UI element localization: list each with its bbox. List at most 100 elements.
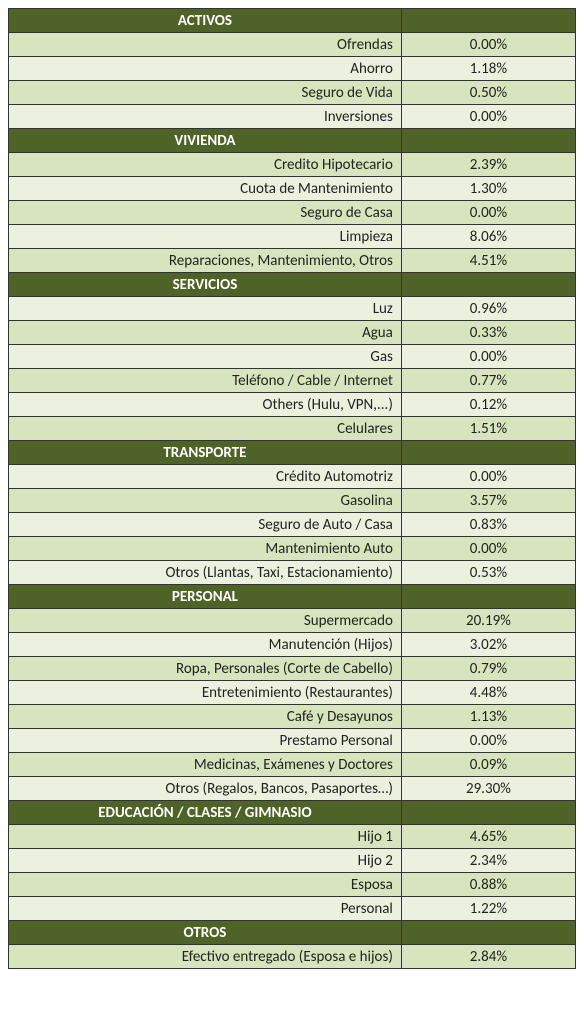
row-value: 1.30% <box>401 177 575 201</box>
table-row: Inversiones0.00% <box>9 105 576 129</box>
section-header: TRANSPORTE <box>9 441 576 465</box>
section-title: OTROS <box>9 921 402 945</box>
table-row: Prestamo Personal0.00% <box>9 729 576 753</box>
row-label: Efectivo entregado (Esposa e hijos) <box>9 945 402 969</box>
row-value: 0.00% <box>401 345 575 369</box>
row-value: 4.51% <box>401 249 575 273</box>
table-row: Entretenimiento (Restaurantes)4.48% <box>9 681 576 705</box>
row-value: 4.48% <box>401 681 575 705</box>
row-label: Ofrendas <box>9 33 402 57</box>
budget-table: ACTIVOSOfrendas0.00%Ahorro1.18%Seguro de… <box>8 8 576 969</box>
section-header-value <box>401 129 575 153</box>
table-row: Reparaciones, Mantenimiento, Otros4.51% <box>9 249 576 273</box>
table-row: Gasolina3.57% <box>9 489 576 513</box>
row-label: Esposa <box>9 873 402 897</box>
row-value: 0.00% <box>401 537 575 561</box>
table-row: Ropa, Personales (Corte de Cabello)0.79% <box>9 657 576 681</box>
row-label: Inversiones <box>9 105 402 129</box>
section-header-value <box>401 273 575 297</box>
row-label: Agua <box>9 321 402 345</box>
table-row: Teléfono / Cable / Internet0.77% <box>9 369 576 393</box>
section-title: PERSONAL <box>9 585 402 609</box>
row-label: Cuota de Mantenimiento <box>9 177 402 201</box>
row-label: Hijo 1 <box>9 825 402 849</box>
table-row: Esposa0.88% <box>9 873 576 897</box>
row-label: Supermercado <box>9 609 402 633</box>
row-value: 2.39% <box>401 153 575 177</box>
table-row: Credito Hipotecario2.39% <box>9 153 576 177</box>
row-value: 0.00% <box>401 465 575 489</box>
section-title: VIVIENDA <box>9 129 402 153</box>
table-row: Otros (Llantas, Taxi, Estacionamiento)0.… <box>9 561 576 585</box>
table-row: Ahorro1.18% <box>9 57 576 81</box>
row-label: Personal <box>9 897 402 921</box>
row-label: Ahorro <box>9 57 402 81</box>
table-row: Celulares1.51% <box>9 417 576 441</box>
row-value: 20.19% <box>401 609 575 633</box>
row-value: 2.84% <box>401 945 575 969</box>
row-label: Seguro de Casa <box>9 201 402 225</box>
table-row: Personal1.22% <box>9 897 576 921</box>
table-row: Cuota de Mantenimiento1.30% <box>9 177 576 201</box>
section-header-value <box>401 9 575 33</box>
row-value: 0.50% <box>401 81 575 105</box>
table-row: Gas0.00% <box>9 345 576 369</box>
row-value: 0.88% <box>401 873 575 897</box>
section-header: EDUCACIÓN / CLASES / GIMNASIO <box>9 801 576 825</box>
section-title: SERVICIOS <box>9 273 402 297</box>
section-header: SERVICIOS <box>9 273 576 297</box>
section-title: ACTIVOS <box>9 9 402 33</box>
section-title: TRANSPORTE <box>9 441 402 465</box>
section-header: OTROS <box>9 921 576 945</box>
section-header-value <box>401 441 575 465</box>
section-header-value <box>401 585 575 609</box>
row-label: Gas <box>9 345 402 369</box>
table-row: Seguro de Casa0.00% <box>9 201 576 225</box>
table-row: Otros (Regalos, Bancos, Pasaportes…)29.3… <box>9 777 576 801</box>
table-row: Limpieza8.06% <box>9 225 576 249</box>
table-row: Supermercado20.19% <box>9 609 576 633</box>
row-label: Entretenimiento (Restaurantes) <box>9 681 402 705</box>
row-value: 3.02% <box>401 633 575 657</box>
row-label: Medicinas, Exámenes y Doctores <box>9 753 402 777</box>
row-label: Seguro de Auto / Casa <box>9 513 402 537</box>
section-header-value <box>401 921 575 945</box>
table-row: Efectivo entregado (Esposa e hijos)2.84% <box>9 945 576 969</box>
row-value: 0.96% <box>401 297 575 321</box>
row-value: 29.30% <box>401 777 575 801</box>
table-row: Ofrendas0.00% <box>9 33 576 57</box>
table-row: Crédito Automotriz0.00% <box>9 465 576 489</box>
row-value: 0.79% <box>401 657 575 681</box>
row-label: Credito Hipotecario <box>9 153 402 177</box>
table-row: Mantenimiento Auto0.00% <box>9 537 576 561</box>
row-label: Seguro de Vida <box>9 81 402 105</box>
row-value: 4.65% <box>401 825 575 849</box>
row-label: Prestamo Personal <box>9 729 402 753</box>
table-row: Seguro de Auto / Casa0.83% <box>9 513 576 537</box>
row-label: Hijo 2 <box>9 849 402 873</box>
section-header: ACTIVOS <box>9 9 576 33</box>
row-value: 0.53% <box>401 561 575 585</box>
row-label: Reparaciones, Mantenimiento, Otros <box>9 249 402 273</box>
row-value: 3.57% <box>401 489 575 513</box>
section-header-value <box>401 801 575 825</box>
row-label: Crédito Automotriz <box>9 465 402 489</box>
row-value: 0.00% <box>401 729 575 753</box>
row-label: Otros (Regalos, Bancos, Pasaportes…) <box>9 777 402 801</box>
table-row: Agua0.33% <box>9 321 576 345</box>
row-label: Others (Hulu, VPN,...) <box>9 393 402 417</box>
row-label: Limpieza <box>9 225 402 249</box>
table-row: Seguro de Vida0.50% <box>9 81 576 105</box>
row-value: 0.77% <box>401 369 575 393</box>
row-value: 0.00% <box>401 105 575 129</box>
row-label: Teléfono / Cable / Internet <box>9 369 402 393</box>
row-value: 2.34% <box>401 849 575 873</box>
table-row: Café y Desayunos1.13% <box>9 705 576 729</box>
section-header: VIVIENDA <box>9 129 576 153</box>
table-row: Hijo 14.65% <box>9 825 576 849</box>
table-row: Medicinas, Exámenes y Doctores0.09% <box>9 753 576 777</box>
row-value: 0.09% <box>401 753 575 777</box>
row-value: 0.83% <box>401 513 575 537</box>
row-value: 8.06% <box>401 225 575 249</box>
section-header: PERSONAL <box>9 585 576 609</box>
